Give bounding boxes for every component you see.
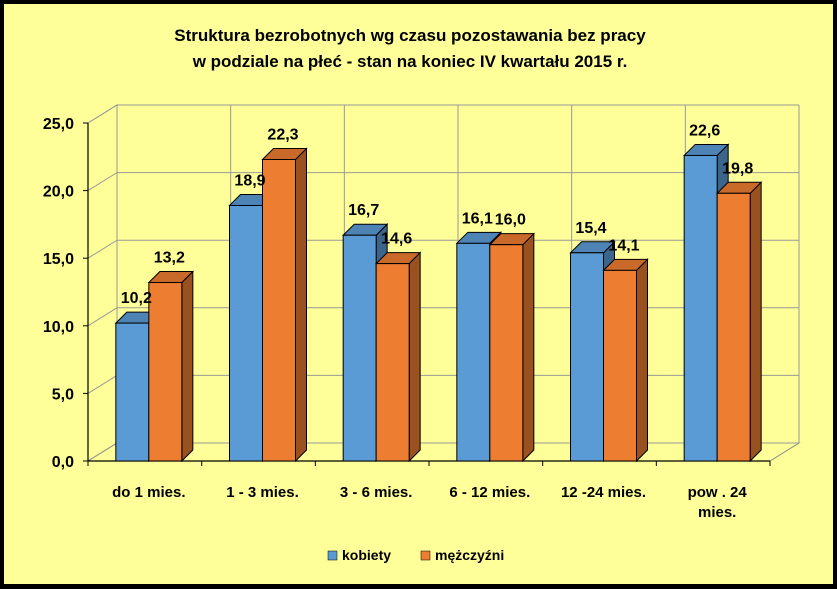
x-tick-label: 3 - 6 mies.	[340, 484, 413, 501]
x-tick-label: 12 -24 mies.	[561, 484, 646, 501]
bar-mezczyzni-0	[147, 270, 195, 463]
legend-swatch-mezczyzni	[420, 550, 431, 561]
bar-side-face	[181, 270, 194, 463]
data-label-kobiety-0: 10,2	[121, 290, 152, 307]
bar-side-face	[636, 258, 648, 463]
x-tick-label: pow . 24	[688, 484, 748, 501]
bar-front-face	[489, 244, 524, 462]
y-tick-label: 15,0	[43, 251, 74, 268]
data-label-kobiety-5: 22,6	[689, 122, 720, 139]
gridline-horizontal	[87, 172, 799, 192]
bar-mezczyzni-5	[715, 181, 763, 463]
data-label-kobiety-3: 16,1	[462, 210, 493, 227]
bar-front-face	[115, 322, 150, 462]
bar-front-face	[570, 252, 604, 462]
legend: kobiety mężczyźni	[327, 547, 504, 563]
bar-side-face	[408, 251, 421, 463]
data-label-mezczyzni-2: 14,6	[381, 231, 412, 248]
x-tick-label: mies.	[698, 504, 736, 521]
bar-front-face	[375, 263, 410, 462]
y-tick-label: 20,0	[43, 184, 74, 201]
bar-front-face	[683, 154, 718, 462]
gridline-horizontal	[87, 239, 799, 259]
bar-front-face	[456, 242, 491, 462]
bar-mezczyzni-2	[374, 251, 422, 463]
bar-mezczyzni-4	[602, 258, 649, 463]
bar-side-face	[295, 147, 307, 463]
bar-front-face	[342, 234, 377, 462]
bar-front-face	[229, 204, 263, 462]
data-label-kobiety-1: 18,9	[234, 172, 265, 189]
y-tick-label: 0,0	[52, 454, 74, 471]
y-tick-label: 10,0	[43, 319, 74, 336]
bars-layer	[114, 143, 763, 463]
chart-side-wall	[87, 104, 118, 462]
legend-label-mezczyzni: mężczyźni	[435, 547, 504, 563]
data-label-mezczyzni-5: 19,8	[722, 160, 753, 177]
bar-front-face	[262, 159, 296, 462]
chart-frame: Struktura bezrobotnych wg czasu pozostaw…	[4, 4, 833, 584]
y-tick-label: 25,0	[43, 116, 74, 133]
bar-front-face	[603, 269, 637, 462]
bar-chart: Struktura bezrobotnych wg czasu pozostaw…	[43, 26, 801, 563]
bar-front-face	[148, 282, 183, 462]
x-tick-label: do 1 mies.	[112, 484, 185, 501]
legend-swatch-kobiety	[327, 550, 338, 561]
data-label-mezczyzni-1: 22,3	[267, 127, 298, 144]
data-label-mezczyzni-3: 16,0	[495, 212, 526, 229]
x-tick-label: 1 - 3 mies.	[226, 484, 299, 501]
data-label-mezczyzni-0: 13,2	[154, 250, 185, 267]
chart-title-line-2: w podziale na płeć - stan na koniec IV k…	[192, 52, 628, 71]
bar-side-face	[522, 232, 535, 463]
axis-layer: 0,0 5,0 10,0 15,0 20,0 25,0 do 1 mies. 1 - 3 mi…	[43, 116, 771, 521]
legend-label-kobiety: kobiety	[342, 547, 391, 563]
x-tick-label: 6 - 12 mies.	[449, 484, 530, 501]
bar-mezczyzni-1	[261, 147, 308, 463]
bar-front-face	[716, 192, 751, 462]
bar-mezczyzni-3	[488, 232, 536, 463]
data-label-kobiety-2: 16,7	[348, 202, 379, 219]
data-label-kobiety-4: 15,4	[575, 220, 606, 237]
y-tick-label: 5,0	[52, 386, 74, 403]
gridline-horizontal	[87, 104, 799, 124]
data-label-mezczyzni-4: 14,1	[608, 237, 639, 254]
chart-title-line-1: Struktura bezrobotnych wg czasu pozostaw…	[174, 26, 646, 45]
labels-layer: 10,2 13,2 18,9 22,3 16,714,6 16,1 16,0 15,414,1…	[121, 122, 754, 307]
bar-side-face	[749, 181, 762, 463]
